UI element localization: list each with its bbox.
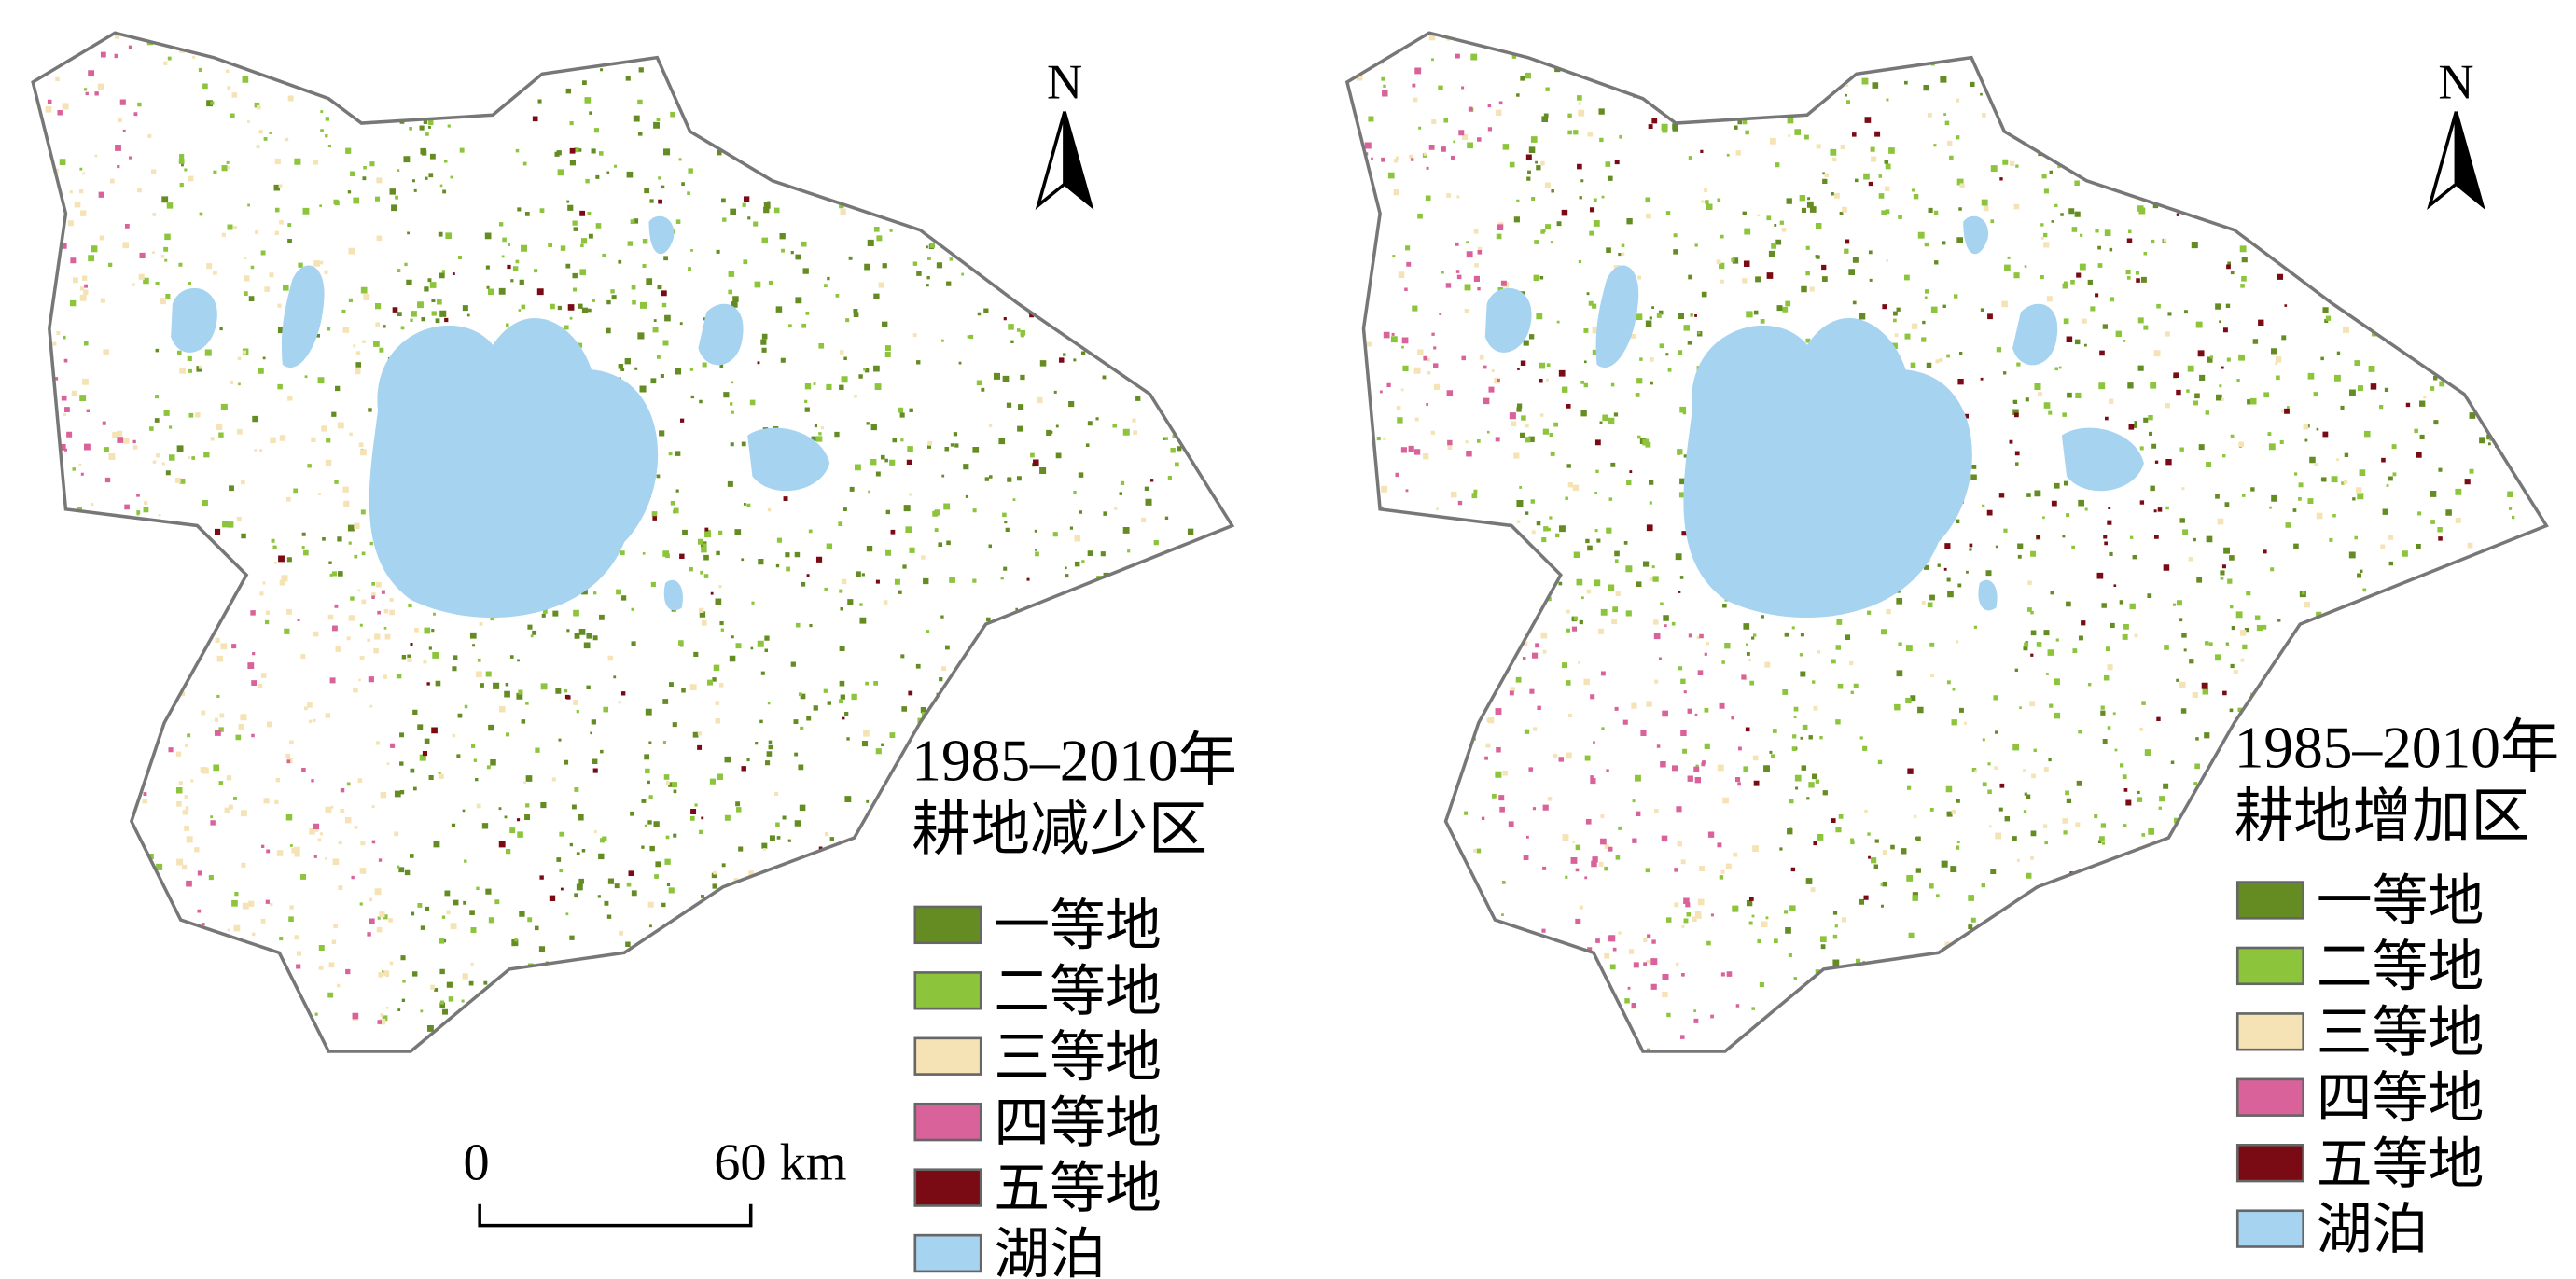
legend-label: 二等地 (2317, 937, 2485, 998)
lake (663, 579, 683, 611)
legend-title: 耕地减少区 (912, 797, 1207, 862)
lake (747, 427, 830, 492)
map-right (1345, 31, 2549, 1053)
legend-title: 1985–2010年 (912, 728, 1237, 793)
legend-swatch (913, 1168, 982, 1207)
land-cover (1347, 33, 2547, 1051)
map-left (31, 31, 1234, 1053)
legend-swatch (913, 1233, 982, 1273)
lake (1484, 287, 1532, 353)
north-label: N (1047, 56, 1082, 110)
legend-label: 一等地 (2317, 870, 2485, 932)
legend-swatch (2235, 946, 2305, 986)
lake (281, 265, 325, 368)
north-arrow: N (2427, 56, 2485, 210)
legend-swatch (913, 1102, 982, 1142)
scale-end: 60 km (714, 1133, 846, 1191)
north-arrow: N (1035, 56, 1094, 210)
lake (171, 287, 217, 353)
scale-start: 0 (464, 1133, 490, 1191)
legend-title: 1985–2010年 (2235, 715, 2560, 780)
lake (698, 303, 744, 366)
legend-label: 一等地 (994, 895, 1162, 956)
legend-label: 四等地 (2317, 1067, 2485, 1129)
lake (1683, 317, 1972, 619)
legend-label: 五等地 (994, 1158, 1162, 1219)
scale-bar: 0 60 km (464, 1133, 847, 1228)
lake (1963, 215, 1989, 255)
land-cover-speckles (1347, 33, 2547, 1051)
lake (2061, 427, 2144, 492)
legend-label: 二等地 (994, 961, 1162, 1022)
lake (1978, 579, 1998, 611)
land-cover-speckles (154, 33, 1232, 1051)
legend-swatch (2235, 881, 2305, 920)
north-label: N (2438, 56, 2473, 110)
legend-label: 湖泊 (2317, 1199, 2429, 1260)
land-cover (33, 33, 1232, 1051)
lake (648, 215, 675, 255)
legend-label: 湖泊 (994, 1224, 1106, 1279)
legend-swatch (2235, 1012, 2305, 1051)
legend-swatch (2235, 1209, 2305, 1248)
legend-label: 四等地 (994, 1092, 1162, 1154)
legend-swatch (2235, 1143, 2305, 1183)
lake (2012, 303, 2058, 366)
legend-label: 三等地 (2317, 1002, 2485, 1064)
lake (1595, 265, 1639, 368)
lake (369, 317, 659, 619)
legend-swatch (913, 905, 982, 945)
legend-label: 三等地 (994, 1026, 1162, 1088)
legend-swatch (913, 971, 982, 1010)
legend-label: 五等地 (2317, 1133, 2485, 1195)
legend-title: 耕地增加区 (2235, 784, 2530, 849)
legend-swatch (2235, 1077, 2305, 1117)
legend-swatch (913, 1036, 982, 1076)
